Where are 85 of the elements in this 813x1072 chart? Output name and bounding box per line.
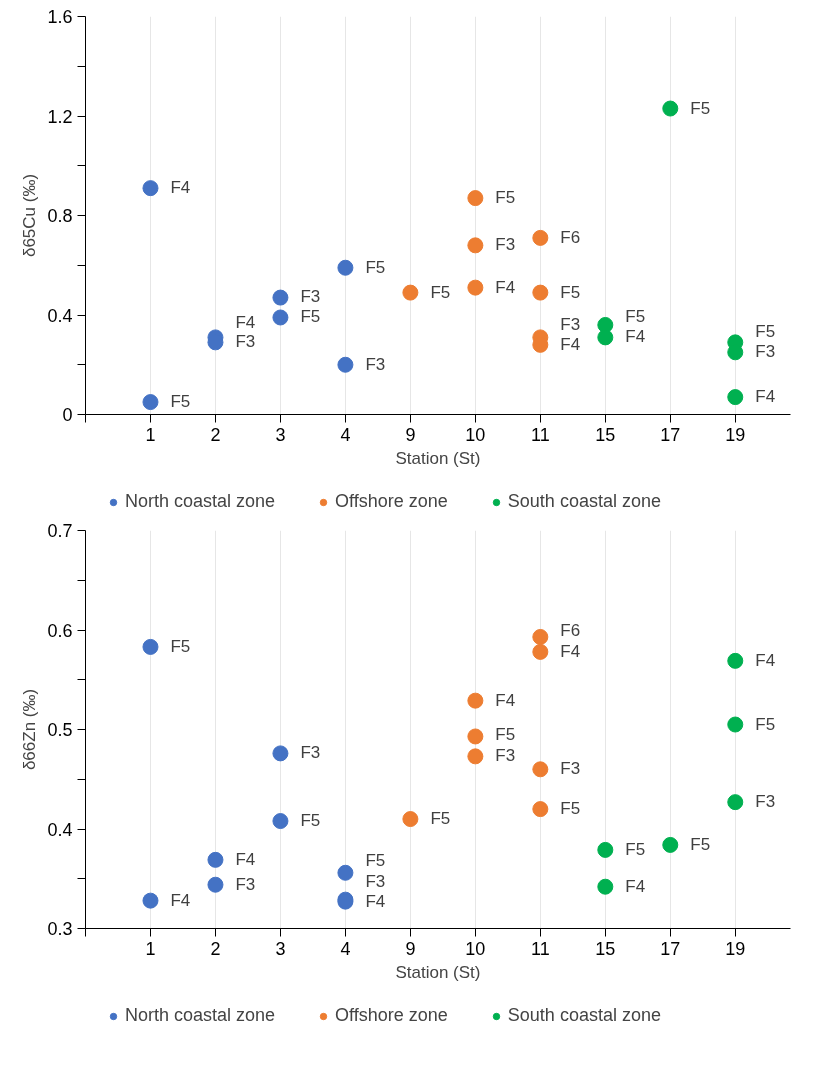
legend-label: Offshore zone	[335, 491, 448, 512]
legend-label: South coastal zone	[507, 491, 661, 512]
data-label: F5	[755, 322, 776, 342]
data-label: F4	[170, 890, 191, 910]
data-label: F5	[625, 307, 646, 327]
legend-label: South coastal zone	[507, 1005, 661, 1026]
data-label: F5	[300, 811, 321, 831]
data-label: F5	[690, 98, 711, 118]
y-tick-label: 0.4	[47, 305, 73, 326]
x-tick-label: 11	[531, 938, 550, 959]
data-label: F5	[560, 799, 581, 819]
data-label: F3	[365, 872, 386, 892]
x-tick-label: 2	[210, 424, 221, 445]
y-tick-label: 0.4	[47, 819, 73, 840]
data-label: F4	[755, 387, 776, 407]
y-tick-label: 1.2	[47, 106, 73, 127]
y-tick-label: 0.5	[47, 720, 73, 740]
data-label: F5	[430, 282, 451, 302]
x-tick-label: 15	[595, 938, 616, 959]
data-label: F4	[560, 334, 581, 354]
x-tick-label: 3	[275, 938, 286, 959]
data-label: F3	[560, 315, 581, 335]
y-axis-title: δ66Zn (‰)	[20, 688, 40, 771]
x-tick-label: 10	[465, 424, 486, 445]
data-label: F4	[625, 327, 646, 347]
x-tick-label: 2	[210, 938, 221, 959]
data-label: F3	[495, 235, 516, 255]
legend-label: North coastal zone	[125, 491, 276, 512]
data-label: F4	[365, 891, 386, 911]
y-tick-label: 0.8	[47, 206, 73, 226]
data-label: F3	[365, 354, 386, 374]
data-label: F4	[495, 277, 516, 297]
data-label: F5	[430, 809, 451, 829]
data-label: F4	[170, 178, 191, 198]
data-label: F3	[300, 743, 321, 763]
y-tick-label: 0.3	[47, 919, 73, 939]
x-tick-label: 1	[145, 938, 156, 959]
data-label: F3	[755, 792, 776, 812]
data-label: F5	[755, 714, 776, 734]
legend-label: North coastal zone	[125, 1005, 276, 1026]
x-tick-label: 17	[660, 424, 681, 445]
data-label: F3	[755, 342, 776, 362]
x-tick-label: 9	[405, 424, 416, 445]
x-tick-label: 15	[595, 424, 616, 445]
data-label: F3	[560, 759, 581, 779]
y-tick-label: 1.6	[47, 7, 73, 27]
data-label: F3	[300, 286, 321, 306]
data-label: F4	[560, 641, 581, 661]
x-tick-label: 10	[465, 938, 486, 959]
data-label: F5	[365, 850, 386, 870]
data-label: F4	[625, 876, 646, 896]
data-label: F5	[365, 257, 386, 277]
y-tick-label: 0.7	[47, 521, 73, 541]
data-label: F3	[495, 746, 516, 766]
data-label: F4	[755, 650, 776, 670]
x-tick-label: 11	[531, 424, 550, 445]
data-label: F6	[560, 227, 581, 247]
data-label: F5	[560, 282, 581, 302]
data-label: F4	[235, 312, 256, 332]
data-label: F5	[170, 392, 191, 412]
data-label: F3	[235, 874, 256, 894]
data-label: F5	[625, 839, 646, 859]
x-tick-label: 3	[275, 424, 286, 445]
data-label: F5	[495, 188, 516, 208]
x-tick-label: 4	[340, 424, 351, 445]
x-tick-label: 19	[725, 938, 746, 959]
x-axis-title: Station (St)	[395, 448, 481, 468]
data-label: F3	[235, 332, 256, 352]
x-tick-label: 19	[725, 424, 746, 445]
legend-label: Offshore zone	[335, 1005, 448, 1026]
y-tick-label: 0	[62, 405, 73, 425]
data-label: F4	[235, 849, 256, 869]
x-tick-label: 17	[660, 938, 681, 959]
x-axis-title: Station (St)	[395, 962, 481, 982]
data-label: F6	[560, 621, 581, 641]
data-label: F5	[300, 307, 321, 327]
y-tick-label: 0.6	[47, 620, 73, 641]
y-axis-title: δ65Cu (‰)	[20, 173, 40, 258]
x-tick-label: 1	[145, 424, 156, 445]
x-tick-label: 4	[340, 938, 351, 959]
data-label: F5	[690, 834, 711, 854]
x-tick-label: 9	[405, 938, 416, 959]
data-label: F5	[170, 636, 191, 656]
data-label: F5	[495, 725, 516, 745]
data-label: F4	[495, 690, 516, 710]
